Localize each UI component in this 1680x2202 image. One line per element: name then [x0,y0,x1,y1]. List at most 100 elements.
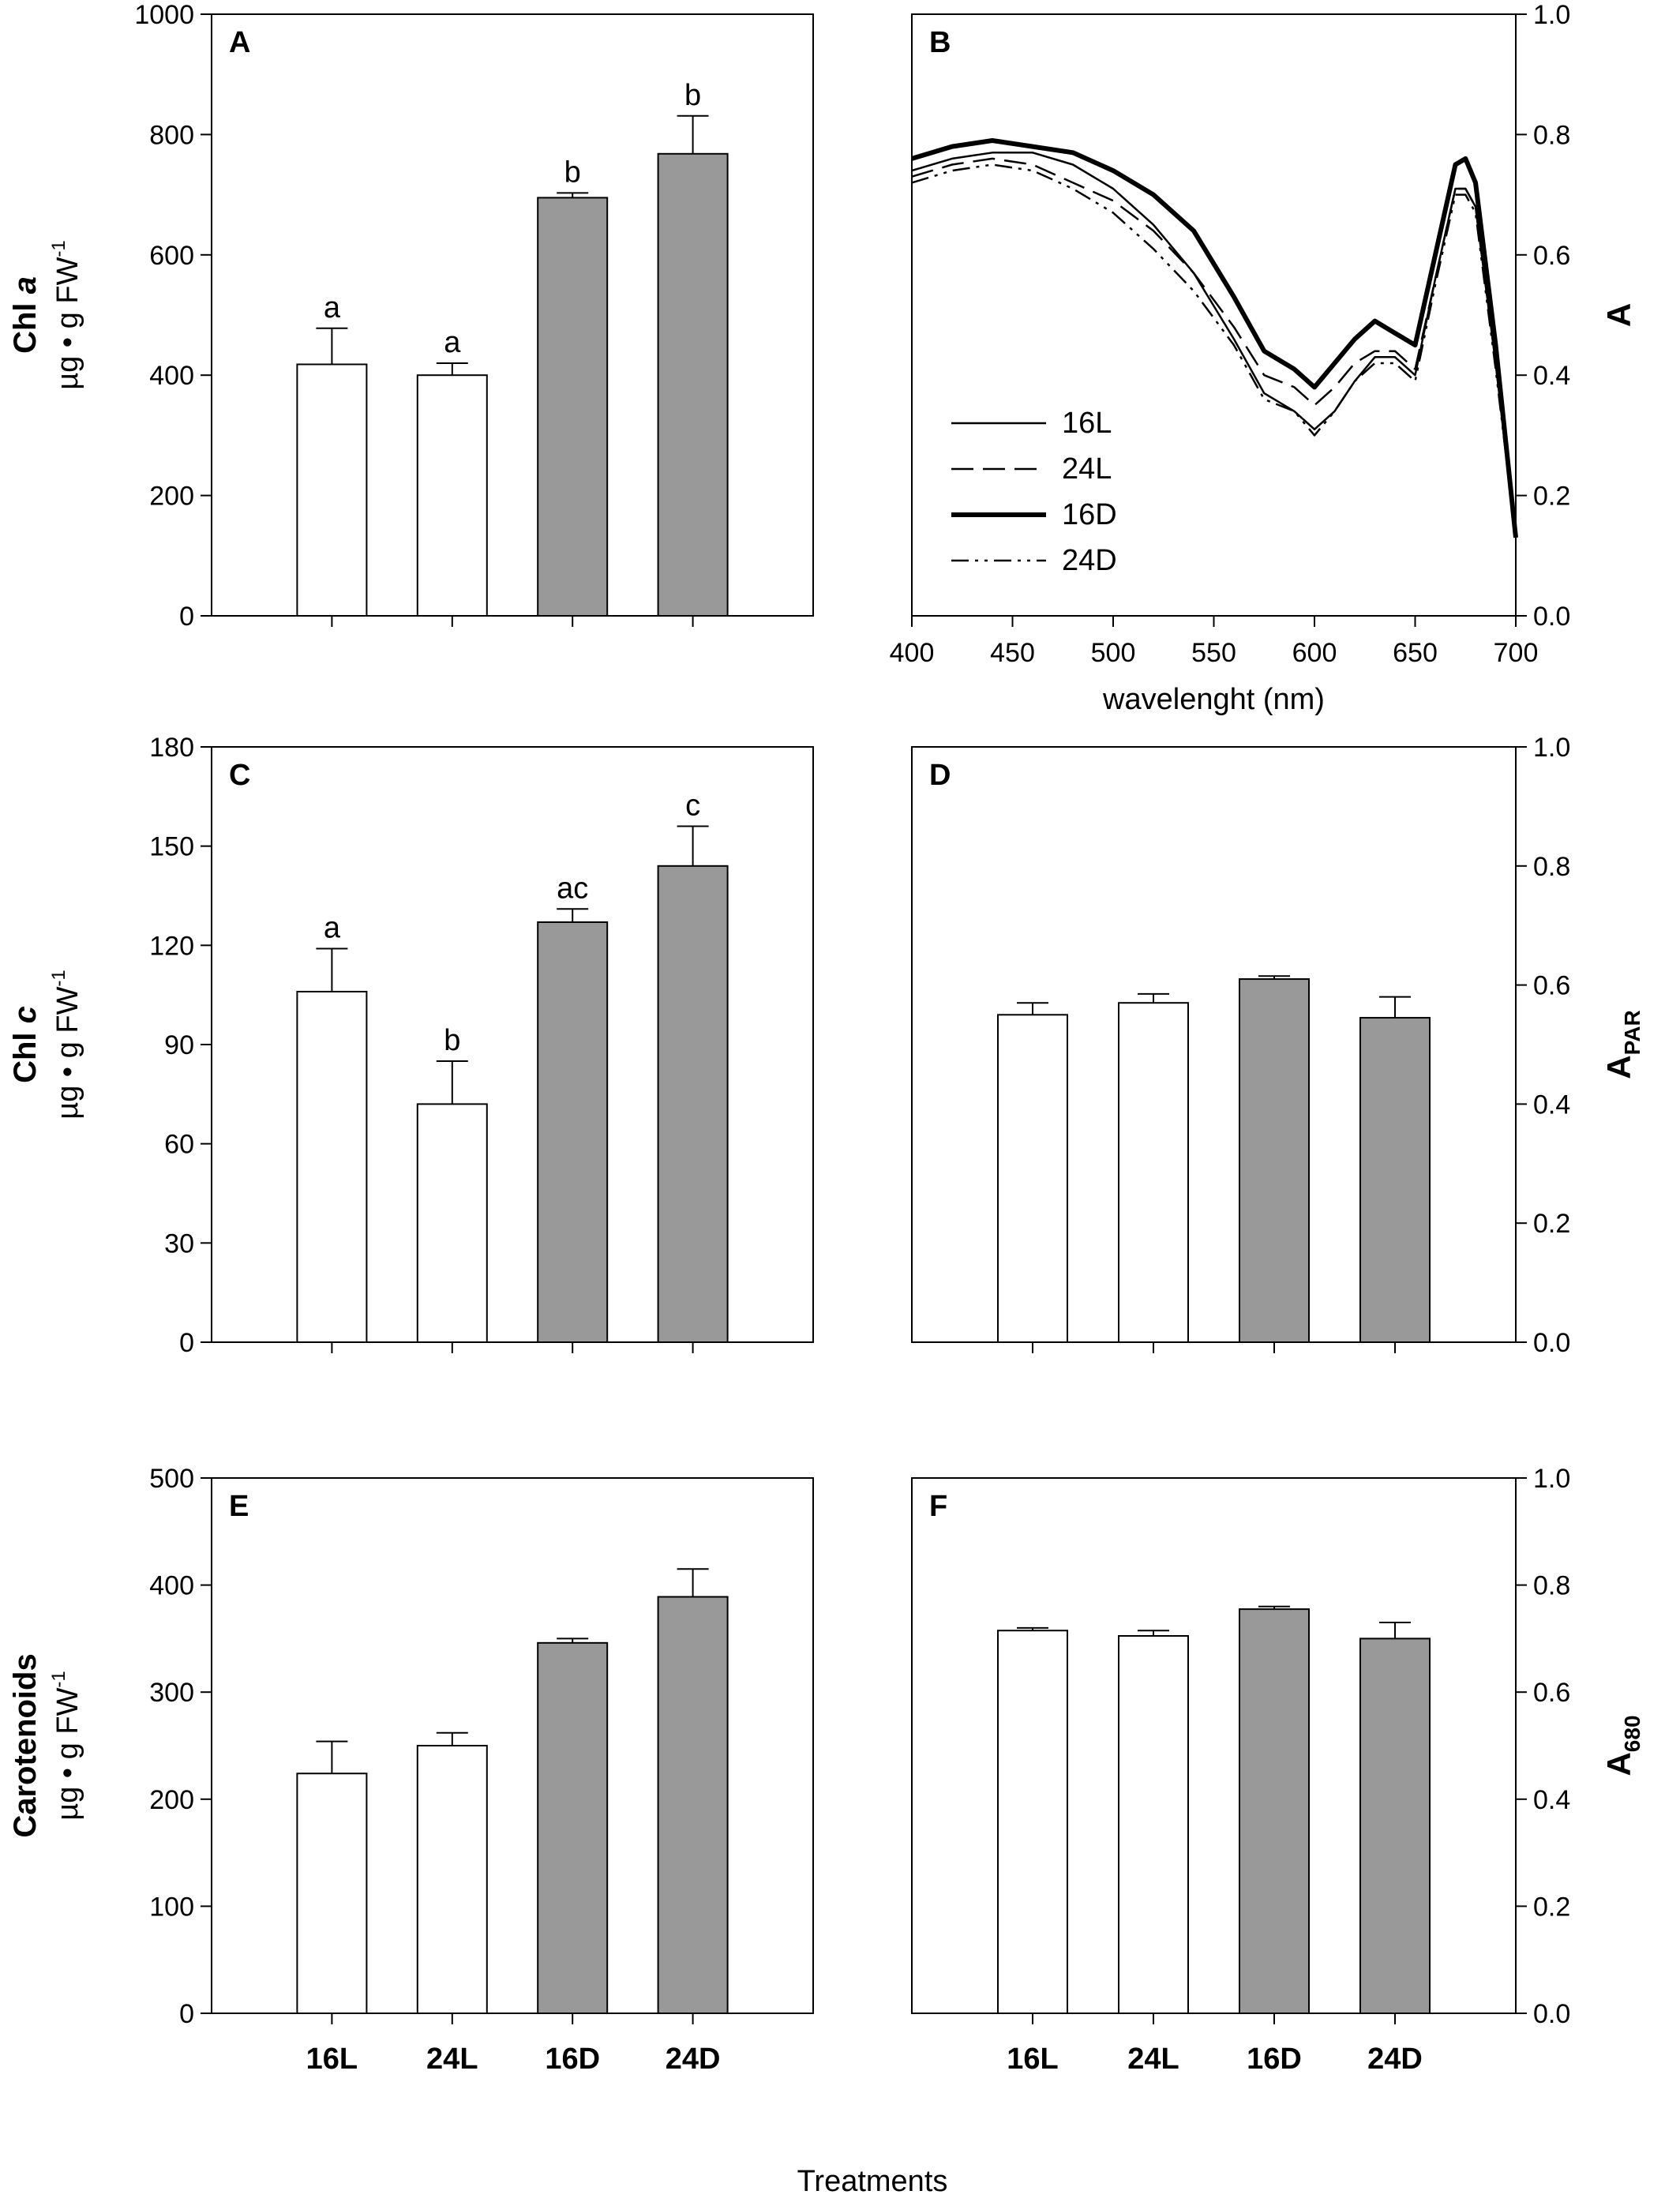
bar-16l [296,990,368,1343]
x-tick-label: 600 [1292,638,1337,668]
y-tick-label: 0.0 [1533,1999,1570,2029]
significance-label: a [444,326,461,359]
y-tick-label: 100 [149,1892,194,1922]
bar-24d [657,1596,729,2014]
panel-a: 0 200 400 600 800 1000 A Chl a µg • g FW-1 a a b b [8,0,814,632]
y-tick-label: 200 [149,482,194,512]
bar-24l [416,1103,488,1344]
series-line-24d [911,163,1517,538]
y-tick-label: 1000 [134,0,194,30]
significance-label: a [324,912,341,945]
bar-16d [537,1641,609,2014]
y-axis-unit: µg • g FW-1 [48,240,84,390]
y-tick-label: 120 [149,931,194,961]
y-axis-title: A [1600,303,1637,327]
x-tick-label: 16L [306,2043,358,2076]
x-tick-label: 500 [1091,638,1136,668]
y-tick-label: 0.0 [1533,1328,1570,1358]
legend-label-16d: 16D [1062,498,1117,531]
bar-24d [1359,1017,1431,1343]
bar-16l [296,1772,368,2015]
bar-16d [1239,978,1310,1344]
legend-label-16l: 16L [1062,407,1112,440]
significance-label: c [685,790,700,823]
bar-24l [1118,1635,1189,2014]
panel-b: 0.0 0.2 0.4 0.6 0.8 1.0 B A 400 450 500 550 600 650 70… [890,0,1637,716]
x-tick-label: 400 [890,638,935,668]
significance-label: b [444,1024,460,1057]
panel-e: 0 100 200 300 400 500 E Carotenoids µg • g FW-1 1… [8,1464,814,2076]
x-tick-label: 16D [545,2043,600,2076]
bar-24l [1118,1002,1189,1343]
x-tick-label: 650 [1393,638,1438,668]
y-tick-label: 0.2 [1533,1209,1570,1239]
panel-label: A [229,26,250,59]
y-tick-label: 400 [149,361,194,391]
y-tick-label: 0 [179,1328,194,1358]
series-line-16l [911,152,1517,538]
bar-16l [997,1630,1068,2014]
y-tick-label: 1.0 [1533,1464,1570,1494]
panel-label: C [229,759,250,792]
y-axis-unit: µg • g FW-1 [48,970,84,1120]
y-tick-label: 1.0 [1533,0,1570,30]
x-tick-label: 450 [990,638,1035,668]
x-tick-label: 24D [1367,2043,1423,2076]
bar-16l [296,363,368,617]
y-axis-title: Chl a [8,276,43,354]
y-tick-label: 0.4 [1533,361,1570,391]
significance-label: b [564,156,581,189]
panel-label: D [929,759,951,792]
y-tick-label: 0 [179,1999,194,2029]
y-tick-label: 300 [149,1678,194,1708]
y-tick-label: 0.0 [1533,602,1570,632]
y-tick-label: 1.0 [1533,733,1570,763]
y-tick-label: 0.2 [1533,482,1570,512]
x-axis-title: Treatments [797,2165,948,2198]
y-tick-label: 0.6 [1533,241,1570,271]
significance-label: a [324,291,341,324]
y-tick-label: 400 [149,1571,194,1601]
y-tick-label: 0 [179,602,194,632]
bar-16d [1239,1608,1310,2014]
panel-label: B [929,26,951,59]
x-axis-title: wavelenght (nm) [1102,683,1325,716]
y-axis-title: Chl c [8,1006,43,1083]
panel-f: 0.0 0.2 0.4 0.6 0.8 1.0 F A680 16L 24L 16D 24D [911,1464,1644,2076]
y-tick-label: 30 [164,1229,194,1259]
y-tick-label: 0.8 [1533,1571,1570,1601]
series-line-24l [911,157,1517,538]
x-tick-label: 550 [1191,638,1236,668]
y-tick-label: 500 [149,1464,194,1494]
bar-16d [537,197,609,617]
y-axis-title: A680 [1600,1715,1644,1776]
x-tick-label: 700 [1494,638,1539,668]
plot-frame [911,1477,1517,2014]
bar-24d [657,865,729,1344]
y-tick-label: 90 [164,1030,194,1060]
panel-label: F [929,1490,947,1523]
bar-24d [657,152,729,617]
x-tick-label: 16L [1007,2043,1058,2076]
y-tick-label: 150 [149,832,194,862]
y-tick-label: 0.4 [1533,1090,1570,1120]
plot-frame [911,746,1517,1343]
y-tick-label: 0.4 [1533,1785,1570,1815]
plot-frame [211,1477,814,2014]
y-tick-label: 0.2 [1533,1892,1570,1922]
y-tick-label: 600 [149,241,194,271]
panel-d: 0.0 0.2 0.4 0.6 0.8 1.0 D APAR [911,733,1644,1358]
x-tick-label: 16D [1247,2043,1302,2076]
bar-24l [416,374,488,617]
significance-label: b [684,79,701,112]
legend-label-24l: 24L [1062,452,1112,486]
bar-24d [1359,1637,1431,2014]
y-axis-title: Carotenoids [8,1653,43,1837]
y-axis-title: APAR [1600,1010,1644,1078]
significance-label: ac [557,872,588,905]
legend-label-24d: 24D [1062,544,1117,577]
y-tick-label: 800 [149,120,194,150]
plot-frame [211,13,814,617]
